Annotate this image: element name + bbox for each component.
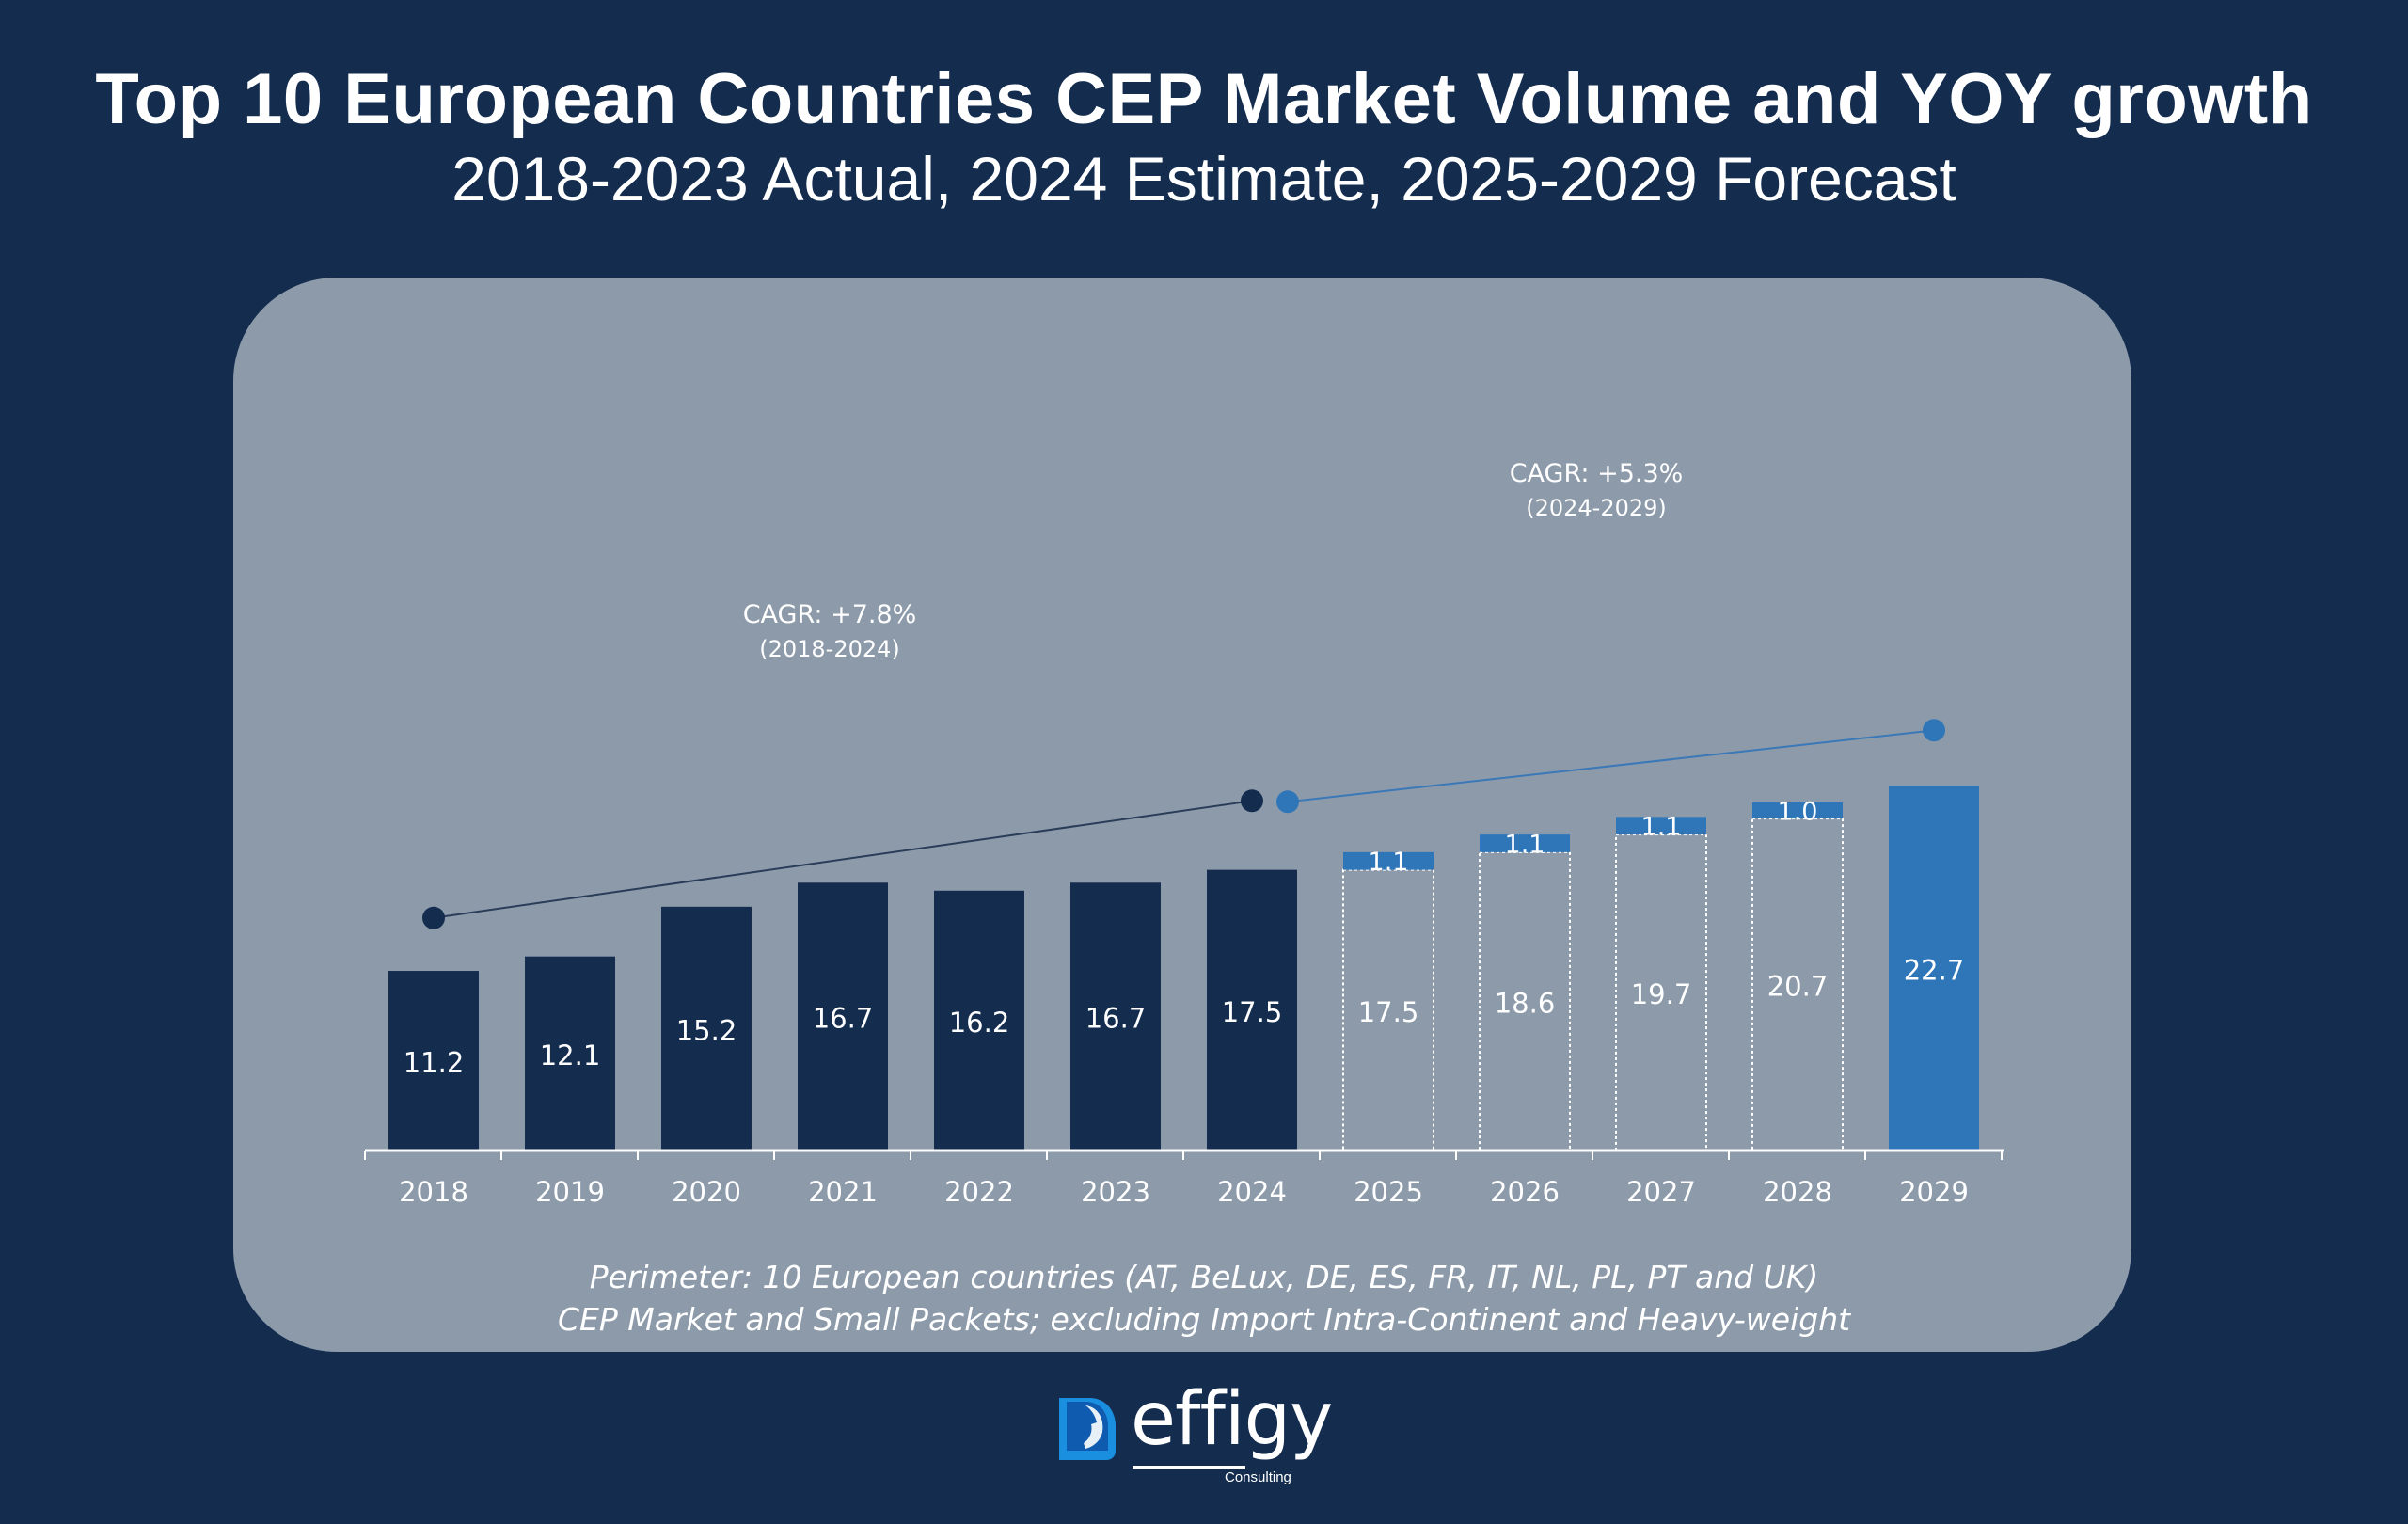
bar-value-label-2028: 20.7 [1767, 971, 1829, 1003]
chart-subtitle: 2018-2023 Actual, 2024 Estimate, 2025-20… [452, 144, 1956, 214]
bar-value-label-2024: 17.5 [1222, 996, 1283, 1028]
footnote-perimeter: Perimeter: 10 European countries (AT, Be… [589, 1259, 1819, 1295]
x-tick-label-2019: 2019 [535, 1176, 605, 1208]
increment-label-2027: 1.1 [1641, 813, 1682, 842]
x-tick-label-2022: 2022 [944, 1176, 1014, 1208]
increment-bar-2027 [1616, 817, 1706, 835]
bar-2021 [798, 882, 888, 1151]
cagr-label-2018-2024: CAGR: +7.8% [743, 600, 917, 629]
bar-value-label-2023: 16.7 [1085, 1003, 1147, 1035]
x-tick-label-2021: 2021 [808, 1176, 878, 1208]
increment-bar-2025 [1343, 851, 1434, 870]
increment-bar-2026 [1480, 834, 1570, 852]
logo-subtitle: Consulting [1225, 1469, 1291, 1485]
bar-value-label-2029: 22.7 [1904, 954, 1965, 986]
bar-value-label-2027: 19.7 [1631, 978, 1692, 1010]
cagr-line-2024-2029 [1287, 729, 1935, 803]
bar-2018 [388, 971, 479, 1151]
cagr-period-2024-2029: (2024-2029) [1526, 495, 1667, 521]
cagr-marker-2018 [422, 906, 445, 929]
x-tick-label-2029: 2029 [1899, 1176, 1969, 1208]
chart-title: Top 10 European Countries CEP Market Vol… [95, 59, 2313, 139]
logo-wordmark: effigy [1131, 1377, 1333, 1462]
x-tick-label-2025: 2025 [1354, 1176, 1423, 1208]
bar-2024 [1207, 869, 1297, 1151]
increment-label-2028: 1.0 [1778, 798, 1818, 827]
logo-underline [1133, 1466, 1245, 1469]
increment-label-2026: 1.1 [1505, 830, 1545, 859]
bar-value-label-2020: 15.2 [676, 1014, 737, 1046]
x-tick-label-2023: 2023 [1081, 1176, 1150, 1208]
cagr-label-2024-2029: CAGR: +5.3% [1510, 459, 1684, 488]
bar-2023 [1070, 882, 1161, 1151]
head-profile-icon [1059, 1398, 1116, 1460]
bar-2019 [525, 956, 615, 1151]
bar-value-label-2021: 16.7 [813, 1003, 874, 1035]
x-tick-label-2028: 2028 [1763, 1176, 1832, 1208]
bar-value-label-2026: 18.6 [1495, 987, 1556, 1019]
cagr-marker-2029 [1923, 719, 1945, 742]
cagr-period-2018-2024: (2018-2024) [759, 636, 900, 662]
bar-2020 [661, 906, 752, 1151]
bar-2022 [934, 890, 1024, 1151]
cagr-line-2018-2024 [433, 800, 1253, 919]
increment-label-2025: 1.1 [1369, 848, 1409, 877]
bar-2029 [1889, 786, 1979, 1151]
increment-bar-2028 [1752, 802, 1843, 819]
bar-value-label-2019: 12.1 [540, 1040, 601, 1072]
cagr-marker-2024-actual [1241, 789, 1263, 813]
x-tick-label-2024: 2024 [1217, 1176, 1287, 1208]
x-tick-label-2027: 2027 [1626, 1176, 1696, 1208]
x-tick-label-2026: 2026 [1490, 1176, 1560, 1208]
effigy-logo: effigy Consulting [1052, 1377, 1334, 1498]
bar-value-label-2018: 11.2 [404, 1047, 465, 1079]
footnote-scope: CEP Market and Small Packets; excluding … [557, 1301, 1851, 1338]
cagr-marker-2024-forecast [1276, 790, 1299, 814]
x-tick-label-2020: 2020 [672, 1176, 741, 1208]
bar-value-label-2025: 17.5 [1358, 996, 1419, 1028]
x-tick-label-2018: 2018 [399, 1176, 468, 1208]
bar-value-label-2022: 16.2 [949, 1007, 1010, 1039]
